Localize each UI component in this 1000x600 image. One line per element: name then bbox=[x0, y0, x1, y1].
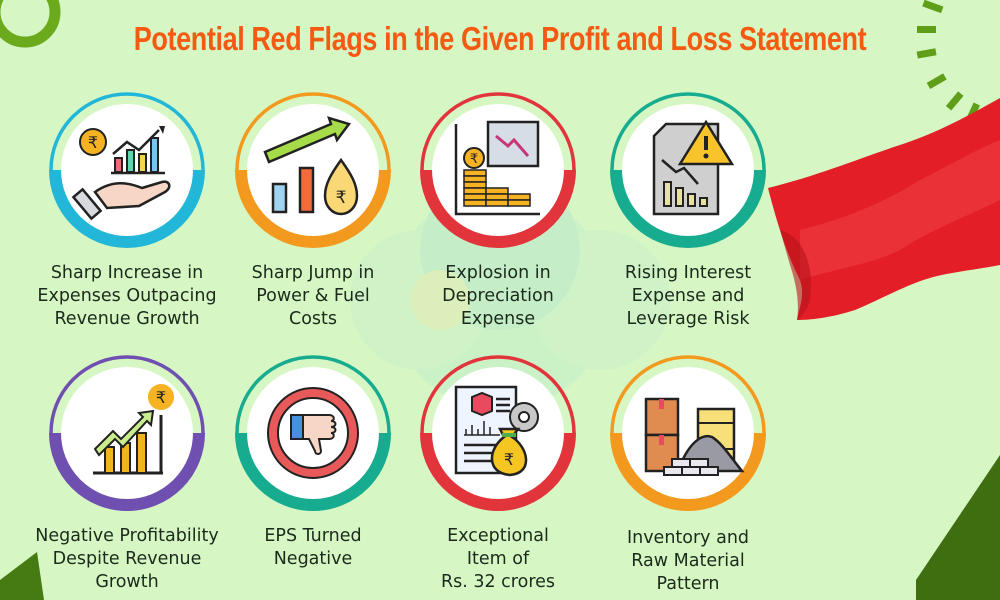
svg-text:₹: ₹ bbox=[88, 133, 98, 152]
thumbs-down-icon bbox=[253, 373, 373, 493]
card-label: EPS Turned Negative bbox=[264, 526, 362, 569]
page-title: Potential Red Flags in the Given Profit … bbox=[133, 20, 867, 57]
red-flag-image bbox=[768, 98, 1000, 320]
dashed-arc-decoration bbox=[916, 0, 981, 120]
svg-text:₹: ₹ bbox=[504, 450, 514, 469]
card-label: Exceptional Item of Rs. 32 crores bbox=[440, 526, 556, 592]
svg-text:₹: ₹ bbox=[470, 152, 478, 167]
svg-text:₹: ₹ bbox=[156, 388, 166, 407]
card-label: Negative Profitability Despite Revenue Gro… bbox=[35, 526, 219, 592]
card-label: Explosion in Depreciation Expense bbox=[442, 263, 554, 329]
top-left-ring-decoration bbox=[0, 0, 61, 48]
interest-warning-report-icon bbox=[628, 110, 748, 230]
exceptional-item-moneybag-icon: ₹ bbox=[438, 373, 558, 493]
card-label: Rising Interest Expense and Leverage Risk bbox=[624, 263, 752, 329]
hand-growth-chart-icon: ₹ bbox=[67, 110, 187, 230]
inventory-raw-material-icon bbox=[628, 373, 748, 493]
svg-text:₹: ₹ bbox=[336, 188, 347, 208]
card-label: Inventory and Raw Material Pattern bbox=[626, 528, 750, 594]
depreciation-coins-icon: ₹ bbox=[438, 110, 558, 230]
bottom-right-triangle-decoration bbox=[916, 455, 1000, 600]
bottom-left-triangle-decoration bbox=[0, 552, 44, 600]
card-label: Sharp Jump in Power & Fuel Costs bbox=[251, 263, 375, 329]
power-fuel-cost-icon: ₹ bbox=[253, 110, 373, 230]
card-label: Sharp Increase in Expenses Outpacing Reven… bbox=[37, 263, 217, 329]
profit-growth-rupee-icon: ₹ bbox=[67, 373, 187, 493]
